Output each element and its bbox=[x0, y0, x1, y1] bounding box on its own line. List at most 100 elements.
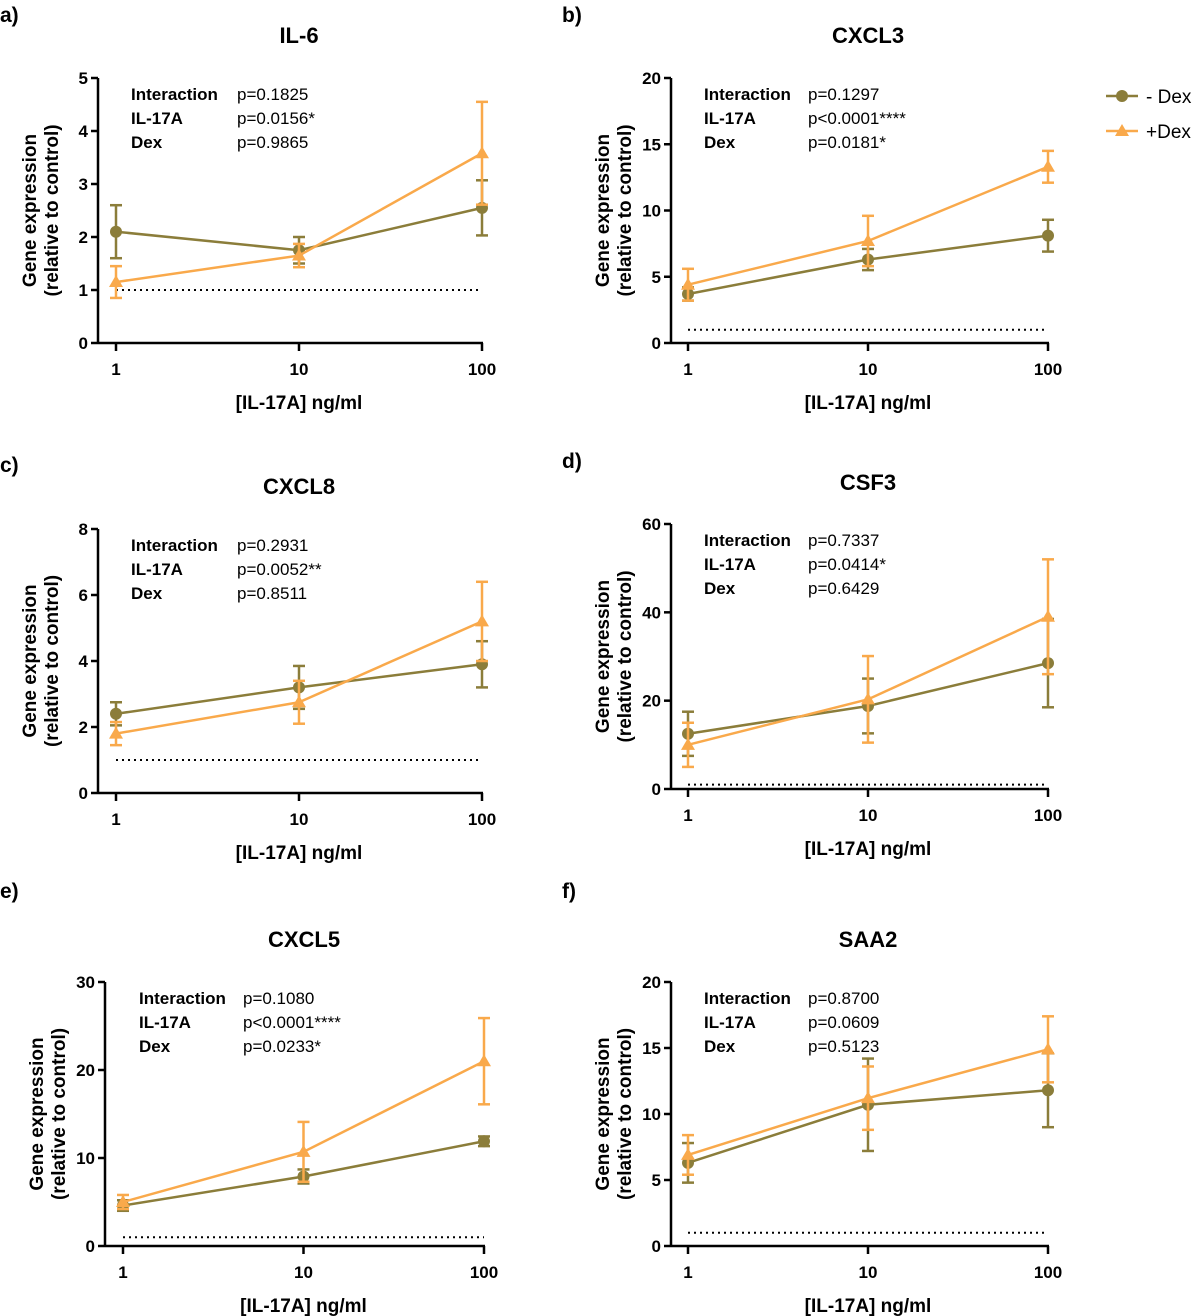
y-tick-label: 10 bbox=[642, 1105, 661, 1124]
x-tick-label: 10 bbox=[290, 810, 309, 829]
x-tick-label: 100 bbox=[1034, 360, 1062, 379]
data-point bbox=[116, 1195, 130, 1207]
data-point bbox=[292, 248, 306, 261]
x-tick-label: 100 bbox=[1034, 1263, 1062, 1282]
data-point bbox=[681, 1147, 695, 1160]
y-tick-label: 0 bbox=[79, 334, 88, 353]
data-point bbox=[861, 692, 875, 705]
data-point bbox=[292, 695, 306, 708]
series-plus-dex bbox=[681, 558, 1055, 769]
y-axis-label: (relative to control) bbox=[42, 575, 63, 747]
y-tick-label: 5 bbox=[79, 69, 88, 88]
stat-p-value: p=0.8511 bbox=[237, 584, 307, 603]
y-tick-label: 1 bbox=[79, 281, 88, 300]
y-tick-label: 6 bbox=[79, 586, 88, 605]
data-point bbox=[109, 726, 123, 739]
data-point bbox=[861, 233, 875, 246]
y-tick-label: 0 bbox=[79, 784, 88, 803]
legend: - Dex +Dex bbox=[1106, 87, 1192, 143]
x-tick-label: 100 bbox=[470, 1263, 498, 1282]
stat-label: IL-17A bbox=[704, 109, 756, 128]
y-axis-label: Gene expression bbox=[27, 1037, 48, 1190]
data-point bbox=[861, 1091, 875, 1104]
x-axis-label: [IL-17A] ng/ml bbox=[236, 843, 363, 864]
stat-label: Dex bbox=[704, 1037, 736, 1056]
series-plus-dex bbox=[116, 1016, 491, 1211]
panel-cxcl3: b) CXCL3 0 5 10 15 20 1 10 100 [IL-17A] ng/ml Gene … bbox=[562, 4, 1062, 414]
x-tick-label: 100 bbox=[1034, 806, 1062, 825]
stat-label: Interaction bbox=[131, 536, 218, 555]
stat-p-value: p=0.2931 bbox=[237, 536, 308, 555]
stat-p-value: p=0.0233* bbox=[243, 1037, 321, 1056]
panel-label: a) bbox=[0, 4, 19, 27]
data-point bbox=[681, 277, 695, 290]
data-point bbox=[475, 614, 489, 627]
y-tick-label: 4 bbox=[79, 652, 89, 671]
panel-cxcl8: c) CXCL8 0 2 4 6 8 1 10 100 [IL-17A] ng/ml Gene exp… bbox=[0, 454, 496, 864]
stat-p-value: p=0.7337 bbox=[808, 531, 879, 550]
x-axis-label: [IL-17A] ng/ml bbox=[805, 839, 932, 860]
x-tick-label: 100 bbox=[468, 810, 496, 829]
stat-p-value: p=0.5123 bbox=[808, 1037, 879, 1056]
stat-label: Interaction bbox=[704, 531, 791, 550]
x-tick-label: 1 bbox=[683, 1263, 692, 1282]
x-tick-label: 1 bbox=[683, 360, 692, 379]
y-tick-label: 0 bbox=[652, 334, 661, 353]
stat-p-value: p=0.9865 bbox=[237, 133, 308, 152]
y-tick-label: 30 bbox=[76, 973, 95, 992]
y-axis-label: (relative to control) bbox=[49, 1028, 70, 1200]
stat-label: Dex bbox=[704, 133, 736, 152]
panel-cxcl5: e) CXCL5 0 10 20 30 1 10 100 [IL-17A] ng/ml Gene e… bbox=[0, 880, 498, 1316]
y-tick-label: 10 bbox=[76, 1149, 95, 1168]
y-tick-label: 4 bbox=[79, 122, 89, 141]
panel-il-6: a) IL-6 0 1 2 3 4 5 1 10 100 [IL-17A] ng/ml Gene exp… bbox=[0, 4, 496, 414]
y-tick-label: 20 bbox=[76, 1061, 95, 1080]
data-point bbox=[109, 275, 123, 288]
data-point bbox=[1041, 159, 1055, 172]
x-axis-label: [IL-17A] ng/ml bbox=[805, 1296, 932, 1316]
panel-label: c) bbox=[0, 454, 19, 477]
stat-label: IL-17A bbox=[139, 1013, 191, 1032]
y-tick-label: 3 bbox=[79, 175, 88, 194]
y-tick-label: 15 bbox=[642, 135, 661, 154]
panel-saa2: f) SAA2 0 5 10 15 20 1 10 100 [IL-17A] ng/ml Gene e… bbox=[562, 880, 1062, 1316]
data-point bbox=[475, 146, 489, 159]
stat-p-value: p=0.0156* bbox=[237, 109, 315, 128]
y-axis-label: (relative to control) bbox=[615, 124, 636, 296]
stat-label: Interaction bbox=[139, 989, 226, 1008]
panel-label: f) bbox=[562, 880, 576, 903]
stat-label: IL-17A bbox=[704, 1013, 756, 1032]
stat-label: Dex bbox=[139, 1037, 171, 1056]
y-tick-label: 0 bbox=[652, 1237, 661, 1256]
stat-label: IL-17A bbox=[131, 109, 183, 128]
stat-label: Dex bbox=[704, 579, 736, 598]
x-tick-label: 1 bbox=[111, 810, 120, 829]
y-axis-label: (relative to control) bbox=[42, 124, 63, 296]
x-axis-label: [IL-17A] ng/ml bbox=[805, 393, 932, 414]
series-plus-dex bbox=[681, 149, 1055, 302]
y-axis-label: (relative to control) bbox=[615, 570, 636, 742]
stat-p-value: p<0.0001**** bbox=[243, 1013, 341, 1032]
y-axis-label: Gene expression bbox=[593, 1037, 614, 1190]
y-tick-label: 0 bbox=[86, 1237, 95, 1256]
y-tick-label: 60 bbox=[642, 515, 661, 534]
chart-title: CXCL8 bbox=[263, 474, 335, 499]
legend-label: - Dex bbox=[1146, 87, 1192, 108]
stat-p-value: p=0.1297 bbox=[808, 85, 879, 104]
x-tick-label: 10 bbox=[294, 1263, 313, 1282]
stat-p-value: p=0.1080 bbox=[243, 989, 314, 1008]
y-tick-label: 5 bbox=[652, 268, 661, 287]
chart-title: CXCL5 bbox=[268, 927, 340, 952]
y-tick-label: 0 bbox=[652, 780, 661, 799]
y-tick-label: 20 bbox=[642, 973, 661, 992]
data-point bbox=[110, 707, 122, 720]
series-plus-dex bbox=[681, 1015, 1055, 1176]
chart-title: CXCL3 bbox=[832, 23, 904, 48]
data-point bbox=[1041, 1042, 1055, 1055]
x-tick-label: 1 bbox=[683, 806, 692, 825]
stat-label: Interaction bbox=[704, 85, 791, 104]
data-point bbox=[110, 225, 122, 238]
x-tick-label: 10 bbox=[859, 360, 878, 379]
y-tick-label: 10 bbox=[642, 202, 661, 221]
data-point bbox=[477, 1054, 491, 1067]
